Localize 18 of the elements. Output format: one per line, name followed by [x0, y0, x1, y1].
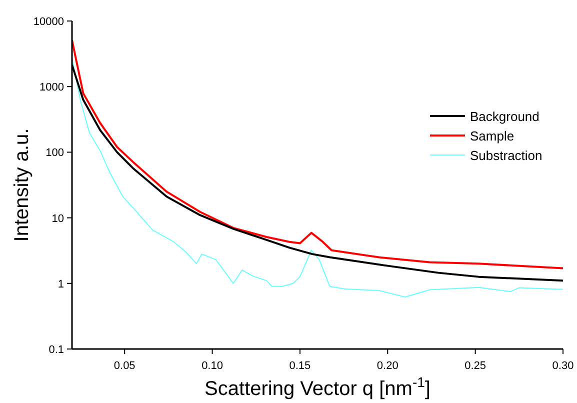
- y-tick-label: 10: [52, 212, 64, 225]
- x-tick-label: 0.10: [202, 360, 223, 372]
- legend-label: Substraction: [470, 148, 542, 163]
- y-tick-label: 1000: [40, 82, 64, 94]
- y-tick-label: 1: [58, 278, 64, 290]
- y-axis-title: Intensity a.u.: [11, 128, 33, 242]
- legend-label: Background: [470, 109, 540, 124]
- line-series: [72, 39, 563, 270]
- x-tick-label: 0.15: [289, 360, 311, 372]
- legend-label: Sample: [470, 128, 514, 144]
- y-tick-label: 100: [46, 147, 64, 160]
- y-tick-label: 10000: [33, 16, 64, 28]
- x-axis-title: Scattering Vector q [nm$^{-1}$]: [204, 374, 430, 400]
- y-tick-label: 0.1: [48, 344, 64, 356]
- x-tick-label: 0.25: [464, 360, 486, 372]
- x-tick-label: 0.05: [114, 360, 136, 372]
- x-tick-label: 0.20: [376, 360, 398, 372]
- x-tick-label: 0.30: [552, 360, 574, 372]
